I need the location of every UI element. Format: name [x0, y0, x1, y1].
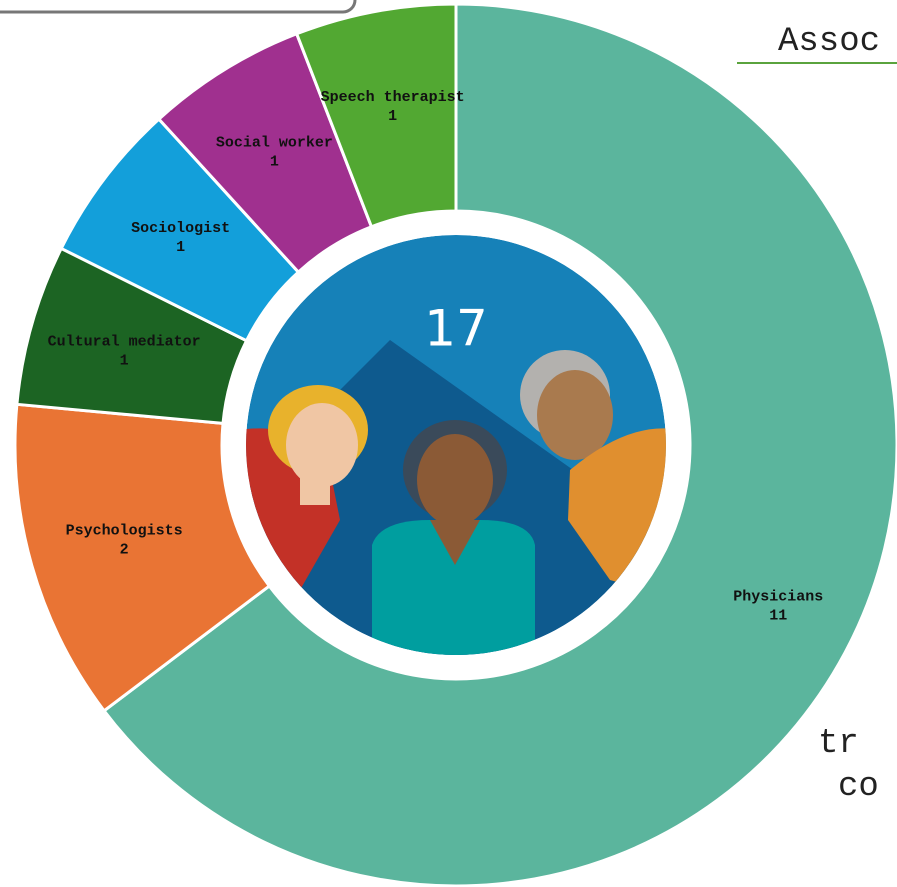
segment-value: 1 [120, 353, 129, 370]
background-text: co [838, 768, 879, 806]
center-value: 17 [424, 300, 488, 358]
segment-label: Cultural mediator [48, 334, 201, 351]
segment-label: Speech therapist [321, 89, 465, 106]
background-text: tr [818, 725, 859, 763]
donut-segment [101, 2, 897, 887]
segment-label: Social worker [216, 135, 333, 152]
panel-frame [0, 0, 357, 14]
segment-value: 1 [388, 108, 397, 125]
segment-label: Psychologists [66, 522, 183, 539]
segment-value: 2 [120, 541, 129, 558]
segment-value: 1 [176, 239, 185, 256]
segment-value: 1 [270, 154, 279, 171]
donut-segment [294, 2, 458, 229]
segment-value: 11 [769, 607, 787, 624]
donut-segment [13, 402, 272, 713]
segment-label: Physicians [733, 588, 823, 605]
segment-label: Sociologist [131, 220, 230, 237]
background-text: Assoc [778, 23, 880, 61]
donut [13, 2, 897, 887]
